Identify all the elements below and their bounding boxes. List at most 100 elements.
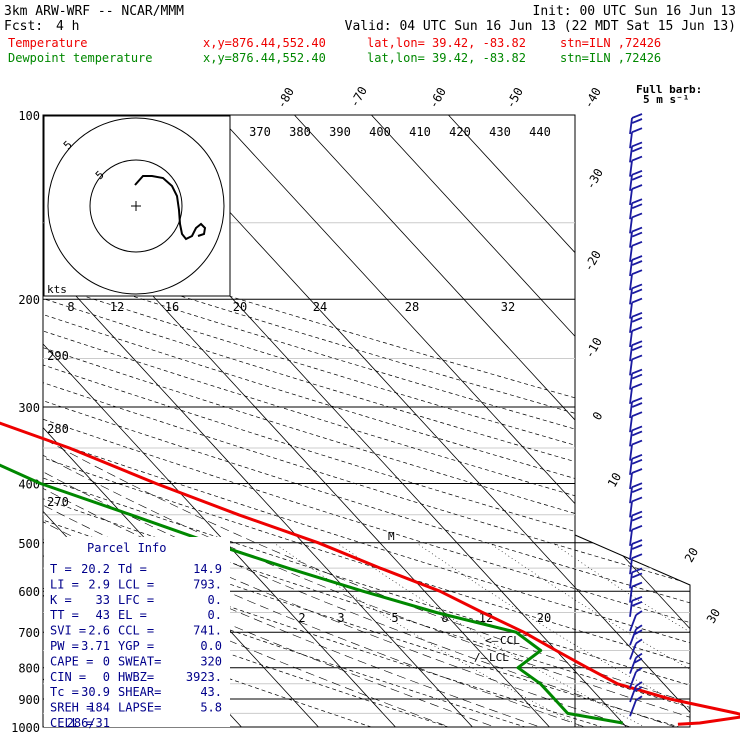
- wind-barb: [629, 297, 643, 319]
- mixing-ratio-label-lower: 5: [391, 611, 398, 625]
- wind-barb-staff: [629, 501, 633, 518]
- wind-barb-flag: [631, 340, 643, 347]
- wind-barb-staff: [629, 458, 633, 475]
- temperature-legend-latlon: lat,lon= 39.42, -83.82: [367, 36, 526, 50]
- hodograph-units: kts: [47, 283, 67, 296]
- wind-barb-flag: [631, 269, 643, 276]
- wind-barb: [629, 397, 643, 419]
- dry-adiabat: [43, 115, 690, 727]
- sounding-series: [0, 421, 740, 726]
- dry-adiabat: [43, 115, 690, 727]
- wind-barb-staff: [629, 302, 633, 319]
- wind-barb-staff: [629, 685, 637, 703]
- wind-barb-flag: [631, 311, 643, 318]
- wind-barb-flag: [631, 515, 643, 522]
- wind-barb-flag: [631, 184, 643, 190]
- wind-barb-flag: [631, 127, 643, 134]
- wind-barb-flag: [631, 283, 643, 290]
- parcel-info-cell: SWEAT=: [118, 654, 161, 668]
- wind-barb-flag: [631, 430, 643, 437]
- isotherm-line: [217, 115, 690, 727]
- wind-barb: [629, 354, 643, 376]
- wind-barb-flag: [631, 345, 643, 352]
- parcel-info-cell: CIN =: [50, 670, 86, 684]
- wind-barb-flag: [631, 553, 643, 560]
- wind-barb: [629, 212, 643, 234]
- init-time: Init: 00 UTC Sun 16 Jun 13: [533, 4, 737, 19]
- mixing-ratio-label-upper: 28: [405, 300, 419, 314]
- wind-barb-staff: [629, 699, 637, 717]
- isotherm-label: -50: [503, 85, 526, 111]
- isotherm-line: [448, 115, 690, 727]
- barb-legend-line2: 5 m s⁻¹: [643, 93, 689, 106]
- theta-label-top: 410: [409, 125, 431, 139]
- wind-barb: [629, 482, 643, 504]
- parcel-info-cell: 0.: [208, 593, 222, 607]
- wind-barb: [629, 226, 643, 248]
- wind-barb-flag: [631, 539, 643, 545]
- parcel-info-cell: Tc =: [50, 685, 79, 699]
- wind-barb-staff: [629, 330, 633, 348]
- ccl-label: CCL: [500, 634, 520, 647]
- wind-barb: [629, 567, 643, 589]
- mixing-ratio-label-upper: 12: [110, 300, 124, 314]
- wind-barb-staff: [629, 671, 637, 689]
- theta-label-top: 430: [489, 125, 511, 139]
- parcel-info-cell: K =: [50, 593, 72, 607]
- hodograph: 5 5 kts: [43, 115, 231, 297]
- wind-barb-flag: [635, 638, 643, 645]
- wind-barb-flag: [631, 453, 643, 460]
- parcel-info-cell: 43: [96, 608, 110, 622]
- parcel-info-cell: 30.9: [81, 685, 110, 699]
- parcel-info-cell: 2.9: [88, 577, 110, 591]
- m-marker: M: [388, 530, 395, 543]
- wind-barb: [629, 681, 643, 703]
- moist-adiabat: [43, 298, 670, 727]
- wind-barb-flag: [635, 610, 643, 616]
- wind-barb-staff: [629, 345, 633, 362]
- parcel-info-cell: 0.: [208, 608, 222, 622]
- wind-barb-staff: [629, 600, 633, 617]
- wind-barb: [629, 595, 643, 617]
- wind-barb: [629, 155, 643, 177]
- wind-barb-staff: [629, 416, 633, 433]
- temperature-legend-station: stn=ILN ,72426: [560, 36, 661, 50]
- pressure-label: 1000: [11, 721, 40, 735]
- isotherm-line: [43, 115, 485, 727]
- wind-barb: [629, 624, 643, 646]
- wind-barb-flag: [631, 402, 643, 408]
- valid-time: Valid: 04 UTC Sun 16 Jun 13 (22 MDT Sat …: [345, 19, 736, 34]
- wind-barb-staff: [629, 316, 633, 333]
- wind-barb-flag: [631, 373, 643, 380]
- parcel-info-cell: SREH =: [50, 701, 93, 715]
- wind-barb-staff: [629, 117, 633, 135]
- isotherm-label: -60: [426, 85, 449, 111]
- wind-barb-staff: [629, 160, 633, 177]
- mixing-ratio-label-upper: 20: [233, 300, 247, 314]
- wind-barb-flag: [631, 468, 643, 474]
- parcel-info-cell: LI =: [50, 577, 79, 591]
- parcel-info-cell: LFC =: [118, 593, 154, 607]
- parcel-info-cell: SHEAR=: [118, 685, 161, 699]
- wind-barb-flag: [631, 524, 643, 531]
- parcel-info-cell: 14.9: [193, 562, 222, 576]
- wind-barb-flag: [631, 226, 643, 233]
- wind-barb-flag: [631, 288, 643, 295]
- isotherm-label: -10: [582, 335, 605, 361]
- forecast-label: Fcst:: [4, 19, 43, 34]
- mixing-ratio-label-upper: 32: [501, 300, 515, 314]
- wind-barb-flag: [631, 255, 643, 261]
- pressure-label: 700: [18, 626, 40, 640]
- wind-barb-staff: [629, 217, 633, 234]
- wind-barb-flag: [631, 439, 643, 446]
- wind-barb-flag: [631, 240, 643, 247]
- wind-barb-flag: [631, 212, 643, 219]
- wind-barb-staff: [629, 188, 633, 206]
- parcel-info-cell: TT =: [50, 608, 79, 622]
- isotherm-label: -70: [347, 84, 370, 110]
- wind-barb: [629, 326, 643, 348]
- wind-barb-staff: [629, 146, 633, 163]
- wind-barb: [629, 255, 643, 277]
- parcel-info-cell: 286/31: [67, 716, 110, 730]
- wind-barb-flag: [631, 141, 643, 148]
